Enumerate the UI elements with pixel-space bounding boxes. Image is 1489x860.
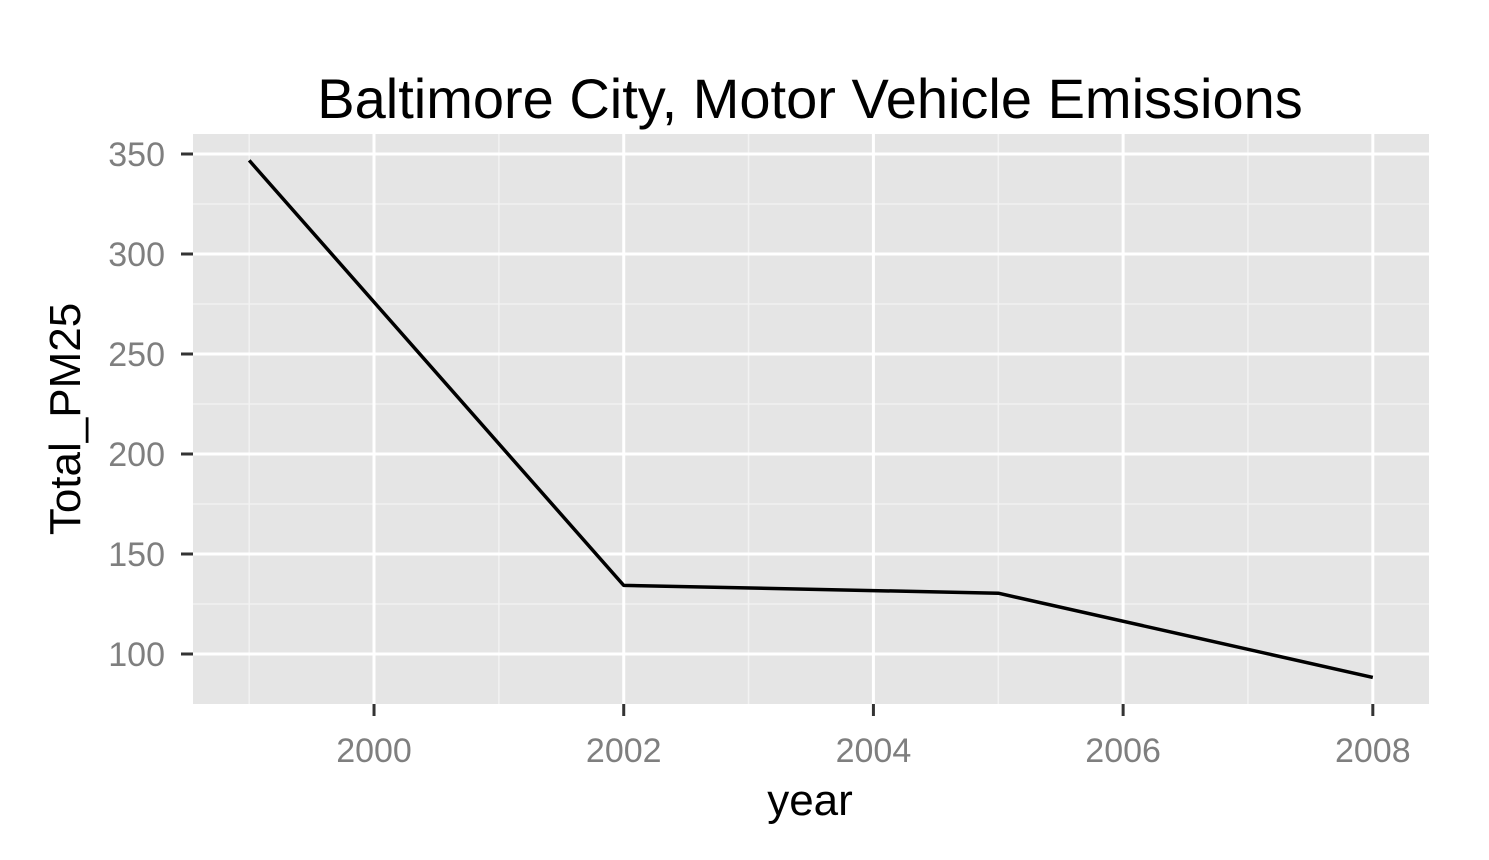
x-tick-label: 2004: [836, 732, 912, 770]
y-tick-labels: 100 150 200 250 300 350: [108, 136, 165, 674]
x-tick-label: 2000: [336, 732, 412, 770]
y-tick-label: 200: [108, 436, 165, 474]
y-tick-label: 100: [108, 636, 165, 674]
y-axis-title: Total_PM25: [41, 303, 90, 535]
x-tick-label: 2002: [586, 732, 662, 770]
x-axis-title: year: [767, 776, 853, 825]
axis-ticks: [181, 152, 1375, 716]
series-group: [247, 159, 1374, 680]
x-tick-label: 2008: [1335, 732, 1411, 770]
y-tick-label: 250: [108, 336, 165, 374]
minor-gridlines: [193, 134, 1429, 704]
chart-title: Baltimore City, Motor Vehicle Emissions: [317, 67, 1303, 130]
plot-panel: [193, 134, 1429, 704]
y-tick-label: 150: [108, 536, 165, 574]
y-tick-label: 300: [108, 236, 165, 274]
major-gridlines: [193, 134, 1429, 704]
x-tick-labels: 2000 2002 2004 2006 2008: [336, 732, 1410, 770]
series-line: [247, 159, 1374, 680]
y-tick-label: 350: [108, 136, 165, 174]
x-tick-label: 2006: [1085, 732, 1161, 770]
